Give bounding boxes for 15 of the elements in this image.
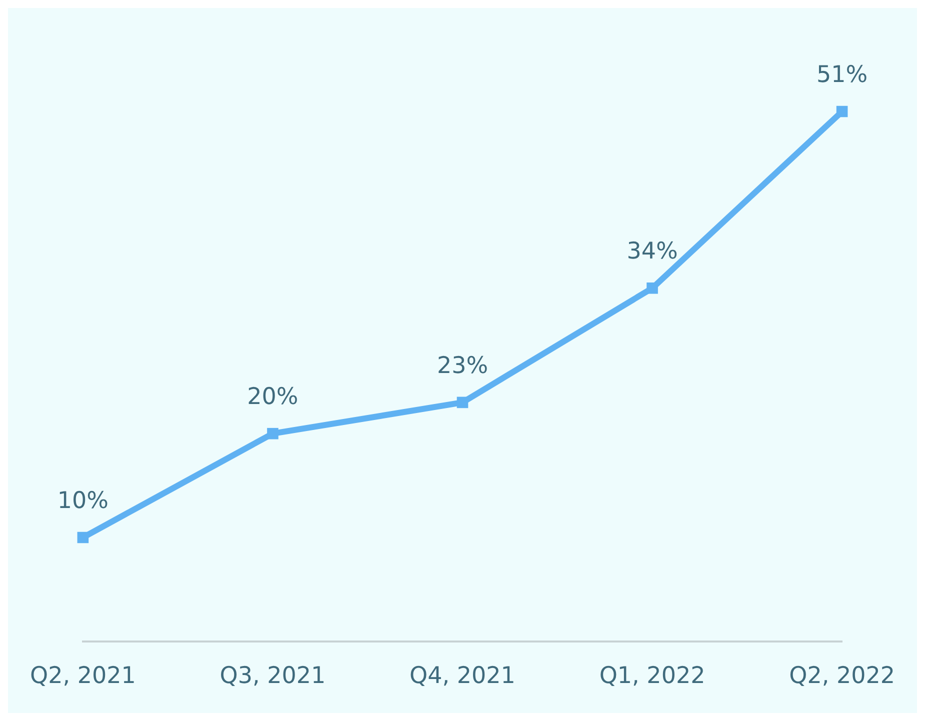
point [77, 532, 89, 544]
point [456, 396, 468, 408]
point [646, 282, 658, 294]
data-label: 10% [57, 488, 109, 514]
data-label: 51% [816, 62, 868, 88]
data-label: 34% [626, 238, 678, 265]
x-tick-label: Q3, 2021 [220, 663, 326, 690]
x-tick-label: Q2, 2022 [789, 663, 896, 690]
point [267, 428, 278, 440]
point [836, 106, 848, 118]
x-tick-label: Q2, 2021 [30, 663, 136, 690]
data-label: 23% [436, 352, 488, 379]
x-tick-label: Q4, 2021 [410, 663, 516, 690]
data-label: 20% [247, 384, 298, 410]
x-tick-label: Q1, 2022 [599, 663, 706, 690]
